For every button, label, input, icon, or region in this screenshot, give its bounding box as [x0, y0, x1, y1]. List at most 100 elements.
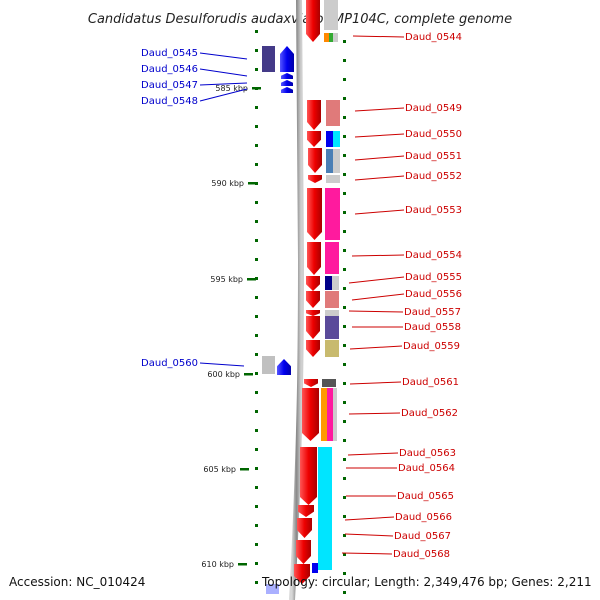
cog-bar	[325, 316, 339, 339]
gene-label-daud-0557: Daud_0557	[404, 307, 461, 318]
cog-bar	[333, 388, 337, 441]
cog-bar	[266, 584, 279, 594]
gene-label-daud-0549: Daud_0549	[405, 103, 462, 114]
accession-label: Accession: NC_010424	[9, 575, 145, 589]
label-leader-line	[351, 293, 405, 301]
forward-gene-arrow	[307, 242, 321, 275]
minor-tick	[255, 486, 258, 489]
label-leader-line	[199, 82, 248, 86]
forward-gene-arrow	[306, 0, 320, 42]
cog-bar	[324, 0, 338, 30]
cog-bar	[262, 46, 275, 72]
label-leader-line	[352, 35, 405, 38]
major-tick	[252, 87, 261, 90]
forward-gene-arrow	[308, 175, 322, 183]
minor-tick	[343, 420, 346, 423]
gene-label-daud-0546: Daud_0546	[141, 64, 198, 75]
label-leader-line	[354, 209, 405, 215]
cog-bar	[326, 131, 333, 147]
minor-tick	[255, 315, 258, 318]
label-leader-line	[351, 254, 405, 257]
forward-gene-arrow	[307, 188, 322, 240]
cog-bar	[262, 356, 275, 374]
gene-label-daud-0553: Daud_0553	[405, 205, 462, 216]
cog-bar	[326, 149, 333, 173]
label-leader-line	[341, 552, 393, 555]
minor-tick	[343, 458, 346, 461]
forward-gene-arrow	[306, 340, 320, 357]
cog-bar	[333, 131, 340, 147]
minor-tick	[343, 534, 346, 537]
forward-gene-arrow	[307, 131, 321, 147]
forward-gene-arrow	[298, 505, 314, 517]
forward-gene-arrow	[296, 540, 311, 564]
minor-tick	[343, 116, 346, 119]
kbp-tick-label: 595 kbp	[210, 275, 243, 284]
minor-tick	[255, 372, 258, 375]
minor-tick	[255, 524, 258, 527]
minor-tick	[343, 553, 346, 556]
reverse-gene-arrow	[281, 87, 293, 93]
forward-gene-arrow	[302, 388, 319, 441]
minor-tick	[343, 249, 346, 252]
kbp-tick-label: 600 kbp	[207, 370, 240, 379]
cog-bar	[322, 379, 336, 387]
cog-bar	[325, 340, 339, 357]
chromosome-backbone	[289, 0, 305, 600]
gene-label-daud-0544: Daud_0544	[405, 32, 462, 43]
minor-tick	[255, 467, 258, 470]
minor-tick	[255, 201, 258, 204]
cog-bar	[312, 563, 318, 573]
minor-tick	[343, 496, 346, 499]
cog-bar	[324, 33, 329, 42]
minor-tick	[343, 401, 346, 404]
cog-bars	[262, 0, 340, 594]
label-leader-line	[349, 381, 402, 385]
minor-tick	[343, 135, 346, 138]
minor-tick	[255, 505, 258, 508]
minor-tick	[343, 78, 346, 81]
label-leader-line	[199, 362, 245, 367]
forward-gene-arrow	[307, 100, 321, 130]
label-leader-line	[199, 68, 248, 77]
minor-tick	[255, 277, 258, 280]
minor-tick	[255, 410, 258, 413]
minor-tick	[343, 154, 346, 157]
gene-label-daud-0563: Daud_0563	[399, 448, 456, 459]
gene-label-daud-0554: Daud_0554	[405, 250, 462, 261]
minor-tick	[343, 211, 346, 214]
minor-tick	[255, 30, 258, 33]
label-leader-line	[354, 133, 405, 138]
minor-tick	[343, 97, 346, 100]
minor-tick	[343, 382, 346, 385]
forward-gene-arrow	[304, 379, 318, 387]
cog-bar	[332, 276, 339, 290]
minor-tick	[255, 239, 258, 242]
minor-tick	[343, 572, 346, 575]
major-tick	[247, 278, 256, 281]
minor-tick	[343, 477, 346, 480]
minor-tick	[343, 268, 346, 271]
cog-bar	[318, 447, 332, 570]
label-leader-line	[348, 276, 405, 284]
scale-ticks: 585 kbp 590 kbp 595 kbp 600 kbp 605 kbp 610 k…	[201, 84, 261, 569]
cog-bar	[329, 33, 333, 42]
forward-gene-arrow	[306, 316, 320, 339]
label-leader-line	[348, 412, 401, 415]
forward-gene-arrow	[306, 276, 320, 291]
reverse-gene-arrow	[281, 80, 293, 86]
cog-bar	[326, 100, 340, 126]
minor-tick	[255, 49, 258, 52]
minor-tick	[343, 515, 346, 518]
minor-tick	[343, 40, 346, 43]
kbp-tick-label: 605 kbp	[203, 465, 236, 474]
minor-tick	[343, 439, 346, 442]
minor-tick	[255, 429, 258, 432]
gene-label-daud-0568: Daud_0568	[393, 549, 450, 560]
minor-tick	[343, 363, 346, 366]
cog-bar	[326, 175, 340, 183]
major-tick	[248, 182, 257, 185]
label-leader-line	[199, 88, 248, 102]
gene-label-daud-0552: Daud_0552	[405, 171, 462, 182]
gene-label-daud-0560: Daud_0560	[141, 358, 198, 369]
